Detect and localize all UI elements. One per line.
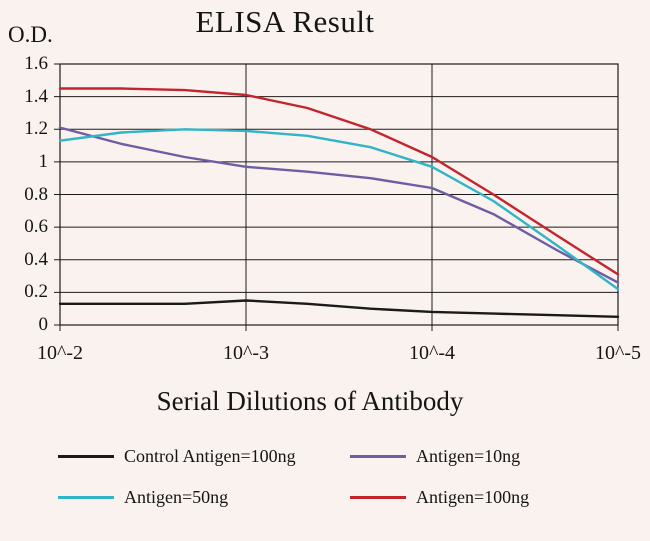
y-tick-label: 1.2 xyxy=(24,118,48,140)
legend-item-control-antigen-100ng: Control Antigen=100ng xyxy=(58,446,350,467)
legend-label: Antigen=50ng xyxy=(124,487,229,507)
legend-item-antigen-100ng: Antigen=100ng xyxy=(350,487,623,508)
series-line-3 xyxy=(58,87,620,276)
y-axis-title: O.D. xyxy=(8,22,53,47)
y-tick-label: 0.4 xyxy=(24,248,48,270)
legend-line-swatch xyxy=(350,496,406,499)
x-tick-label: 10^-4 xyxy=(408,342,456,364)
legend-item-antigen-10ng: Antigen=10ng xyxy=(350,446,623,467)
y-tick-label: 1.4 xyxy=(24,85,48,107)
legend: Control Antigen=100ng Antigen=10ng Antig… xyxy=(58,446,623,508)
legend-line-swatch xyxy=(58,455,114,458)
y-tick-label: 0.8 xyxy=(24,183,48,205)
legend-item-antigen-50ng: Antigen=50ng xyxy=(58,487,350,508)
y-tick-label: 0.6 xyxy=(24,216,48,238)
series-line-2 xyxy=(58,128,620,291)
legend-line-swatch xyxy=(58,496,114,499)
y-tick-label: 0.2 xyxy=(24,281,48,303)
series-line-0 xyxy=(58,299,620,319)
legend-line-swatch xyxy=(350,455,406,458)
legend-label: Antigen=100ng xyxy=(416,487,530,507)
x-tick-label: 10^-5 xyxy=(594,342,642,364)
x-axis-tick-labels: 10^-2 10^-3 10^-4 10^-5 xyxy=(0,342,650,370)
x-axis-title: Serial Dilutions of Antibody xyxy=(156,386,464,416)
x-tick-label: 10^-2 xyxy=(36,342,84,364)
series-line-1 xyxy=(58,126,620,284)
legend-label: Control Antigen=100ng xyxy=(124,446,296,466)
y-tick-label: 0 xyxy=(38,314,49,335)
x-tick-label: 10^-3 xyxy=(222,342,270,364)
plot-area xyxy=(54,63,620,331)
y-axis-tick-labels: 0 0.2 0.4 0.6 0.8 1 1.2 1.4 1.6 xyxy=(6,53,49,344)
chart-title: ELISA Result xyxy=(195,4,375,39)
legend-label: Antigen=10ng xyxy=(416,446,521,466)
y-tick-label: 1.6 xyxy=(24,53,48,74)
y-tick-label: 1 xyxy=(38,150,49,172)
